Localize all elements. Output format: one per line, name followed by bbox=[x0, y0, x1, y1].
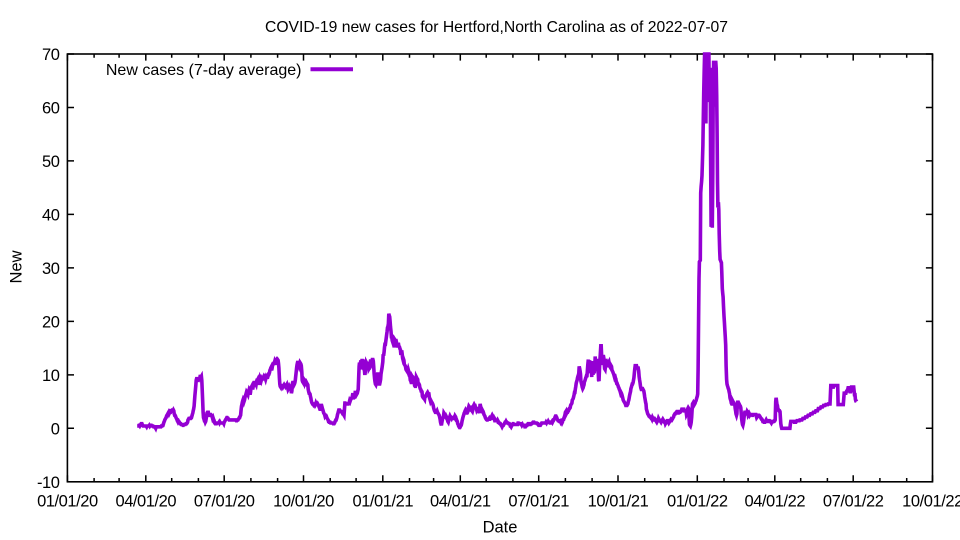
svg-text:04/01/22: 04/01/22 bbox=[744, 493, 805, 511]
svg-text:10/01/22: 10/01/22 bbox=[902, 493, 960, 511]
svg-text:New cases (7-day average): New cases (7-day average) bbox=[106, 62, 302, 79]
svg-text:0: 0 bbox=[51, 421, 60, 439]
svg-text:50: 50 bbox=[42, 153, 60, 171]
svg-text:40: 40 bbox=[42, 207, 60, 225]
svg-text:01/01/21: 01/01/21 bbox=[352, 493, 413, 511]
svg-text:New: New bbox=[7, 250, 25, 283]
svg-text:01/01/22: 01/01/22 bbox=[667, 493, 728, 511]
svg-text:07/01/22: 07/01/22 bbox=[823, 493, 884, 511]
svg-text:-10: -10 bbox=[37, 474, 60, 492]
svg-text:10: 10 bbox=[42, 367, 60, 385]
svg-text:04/01/20: 04/01/20 bbox=[115, 493, 176, 511]
svg-text:Date: Date bbox=[483, 519, 518, 537]
svg-text:COVID-19 new cases for Hertfor: COVID-19 new cases for Hertford,North Ca… bbox=[265, 19, 728, 36]
svg-text:60: 60 bbox=[42, 100, 60, 118]
svg-text:10/01/20: 10/01/20 bbox=[273, 493, 334, 511]
svg-text:70: 70 bbox=[42, 46, 60, 64]
svg-text:04/01/21: 04/01/21 bbox=[430, 493, 491, 511]
svg-text:20: 20 bbox=[42, 314, 60, 332]
svg-text:07/01/20: 07/01/20 bbox=[194, 493, 255, 511]
svg-text:01/01/20: 01/01/20 bbox=[37, 493, 98, 511]
svg-text:07/01/21: 07/01/21 bbox=[508, 493, 569, 511]
svg-text:10/01/21: 10/01/21 bbox=[588, 493, 649, 511]
svg-text:30: 30 bbox=[42, 260, 60, 278]
